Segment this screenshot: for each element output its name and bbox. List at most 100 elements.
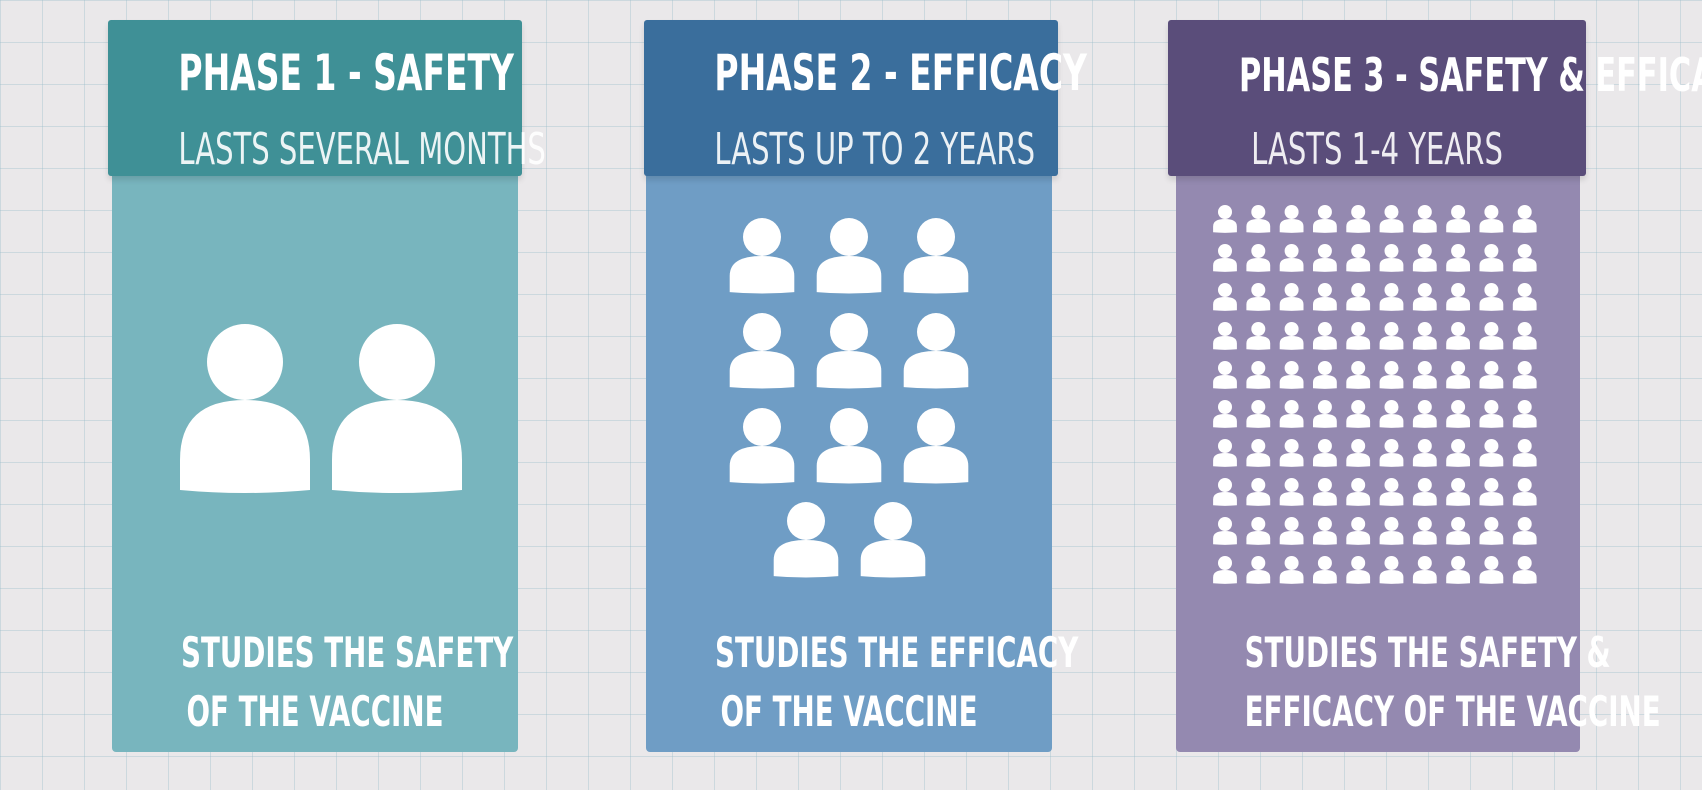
person-icon [1313, 556, 1337, 584]
person-icon [1512, 478, 1537, 506]
person-icon [1246, 361, 1271, 389]
person-icon [1313, 361, 1337, 389]
person-icon [1279, 361, 1304, 389]
person-icon [860, 502, 926, 578]
person-icon [1379, 439, 1404, 467]
person-icon [1412, 439, 1437, 467]
phase-2-duration: LASTS UP TO 2 YEARS [714, 124, 1036, 175]
person-icon [816, 218, 882, 294]
person-icon [332, 324, 462, 493]
person-icon [1412, 478, 1437, 506]
phase-3-title: PHASE 3 - SAFETY & EFFICACY [1239, 48, 1702, 102]
person-icon [1379, 478, 1404, 506]
phase-3-duration: LASTS 1-4 YEARS [1251, 124, 1503, 175]
person-icon [1213, 244, 1237, 272]
phase-3-caption-line-2: EFFICACY OF THE VACCINE [1244, 687, 1661, 736]
person-icon [729, 408, 795, 484]
person-icon [1246, 400, 1271, 428]
person-icon [1279, 478, 1304, 506]
person-icon [1246, 556, 1271, 584]
person-icon [1446, 244, 1470, 272]
person-icon [1346, 322, 1371, 350]
person-icon [1412, 283, 1437, 311]
person-icon [816, 408, 882, 484]
person-icon [1213, 478, 1237, 506]
person-icon [1479, 244, 1504, 272]
person-icon [1379, 361, 1404, 389]
person-icon [1213, 283, 1237, 311]
person-icon [1313, 517, 1337, 545]
person-icon [1346, 556, 1371, 584]
person-icon [729, 218, 795, 294]
person-icon [1512, 283, 1537, 311]
person-icon [1412, 400, 1437, 428]
person-icon [1279, 283, 1304, 311]
phase-1-participants [112, 0, 518, 790]
phase-3-header: PHASE 3 - SAFETY & EFFICACY LASTS 1-4 YE… [1168, 20, 1702, 176]
person-icon [1479, 283, 1504, 311]
person-icon [1346, 517, 1371, 545]
person-icon [1412, 517, 1437, 545]
person-icon [1246, 439, 1271, 467]
person-icon [1479, 556, 1504, 584]
person-icon [1346, 205, 1371, 233]
person-icon [1446, 400, 1470, 428]
person-icon [773, 502, 839, 578]
phase-2-caption-line-2: OF THE VACCINE [720, 687, 978, 736]
person-icon [1279, 517, 1304, 545]
person-icon [1346, 439, 1371, 467]
person-icon [1479, 361, 1504, 389]
person-icon [1412, 244, 1437, 272]
person-icon [1313, 244, 1337, 272]
person-icon [1379, 244, 1404, 272]
person-icon [1279, 205, 1304, 233]
person-icon [1446, 361, 1470, 389]
person-icon [1213, 361, 1237, 389]
person-icon [1213, 322, 1237, 350]
person-icon [1512, 556, 1537, 584]
phase-3-caption-line-1: STUDIES THE SAFETY & [1244, 628, 1611, 677]
person-icon [1313, 283, 1337, 311]
person-icon [1512, 244, 1537, 272]
person-icon [1213, 439, 1237, 467]
person-icon [1412, 205, 1437, 233]
person-icon [1446, 439, 1470, 467]
person-icon [903, 408, 969, 484]
person-icon [1412, 322, 1437, 350]
person-icon [903, 313, 969, 389]
person-icon [1379, 556, 1404, 584]
person-icon [1279, 322, 1304, 350]
person-icon [1446, 517, 1470, 545]
person-icon [1446, 556, 1470, 584]
person-icon [1479, 517, 1504, 545]
person-icon [1246, 244, 1271, 272]
person-icon [1479, 478, 1504, 506]
person-icon [1512, 439, 1537, 467]
person-icon [1346, 478, 1371, 506]
person-icon [1479, 400, 1504, 428]
phase-2-caption-line-1: STUDIES THE EFFICACY [715, 628, 1079, 677]
person-icon [1313, 400, 1337, 428]
person-icon [1313, 205, 1337, 233]
person-icon [1279, 439, 1304, 467]
phase-3-participants [1176, 0, 1580, 790]
person-icon [1479, 205, 1504, 233]
person-icon [1379, 205, 1404, 233]
person-icon [1279, 244, 1304, 272]
person-icon [1512, 322, 1537, 350]
person-icon [1246, 322, 1271, 350]
person-icon [1313, 439, 1337, 467]
person-icon [1346, 244, 1371, 272]
person-icon [1512, 517, 1537, 545]
phase-2-participants [646, 0, 1052, 790]
person-icon [1213, 205, 1237, 233]
phase-3-participant-icons [1213, 205, 1537, 584]
person-icon [1479, 439, 1504, 467]
phase-2-header: PHASE 2 - EFFICACY LASTS UP TO 2 YEARS [644, 20, 1087, 176]
person-icon [1213, 400, 1237, 428]
person-icon [1379, 517, 1404, 545]
phase-1-participant-icons [180, 324, 462, 493]
phase-3-panel: PHASE 3 - SAFETY & EFFICACY LASTS 1-4 YE… [1168, 0, 1702, 790]
person-icon [1446, 322, 1470, 350]
person-icon [1313, 322, 1337, 350]
